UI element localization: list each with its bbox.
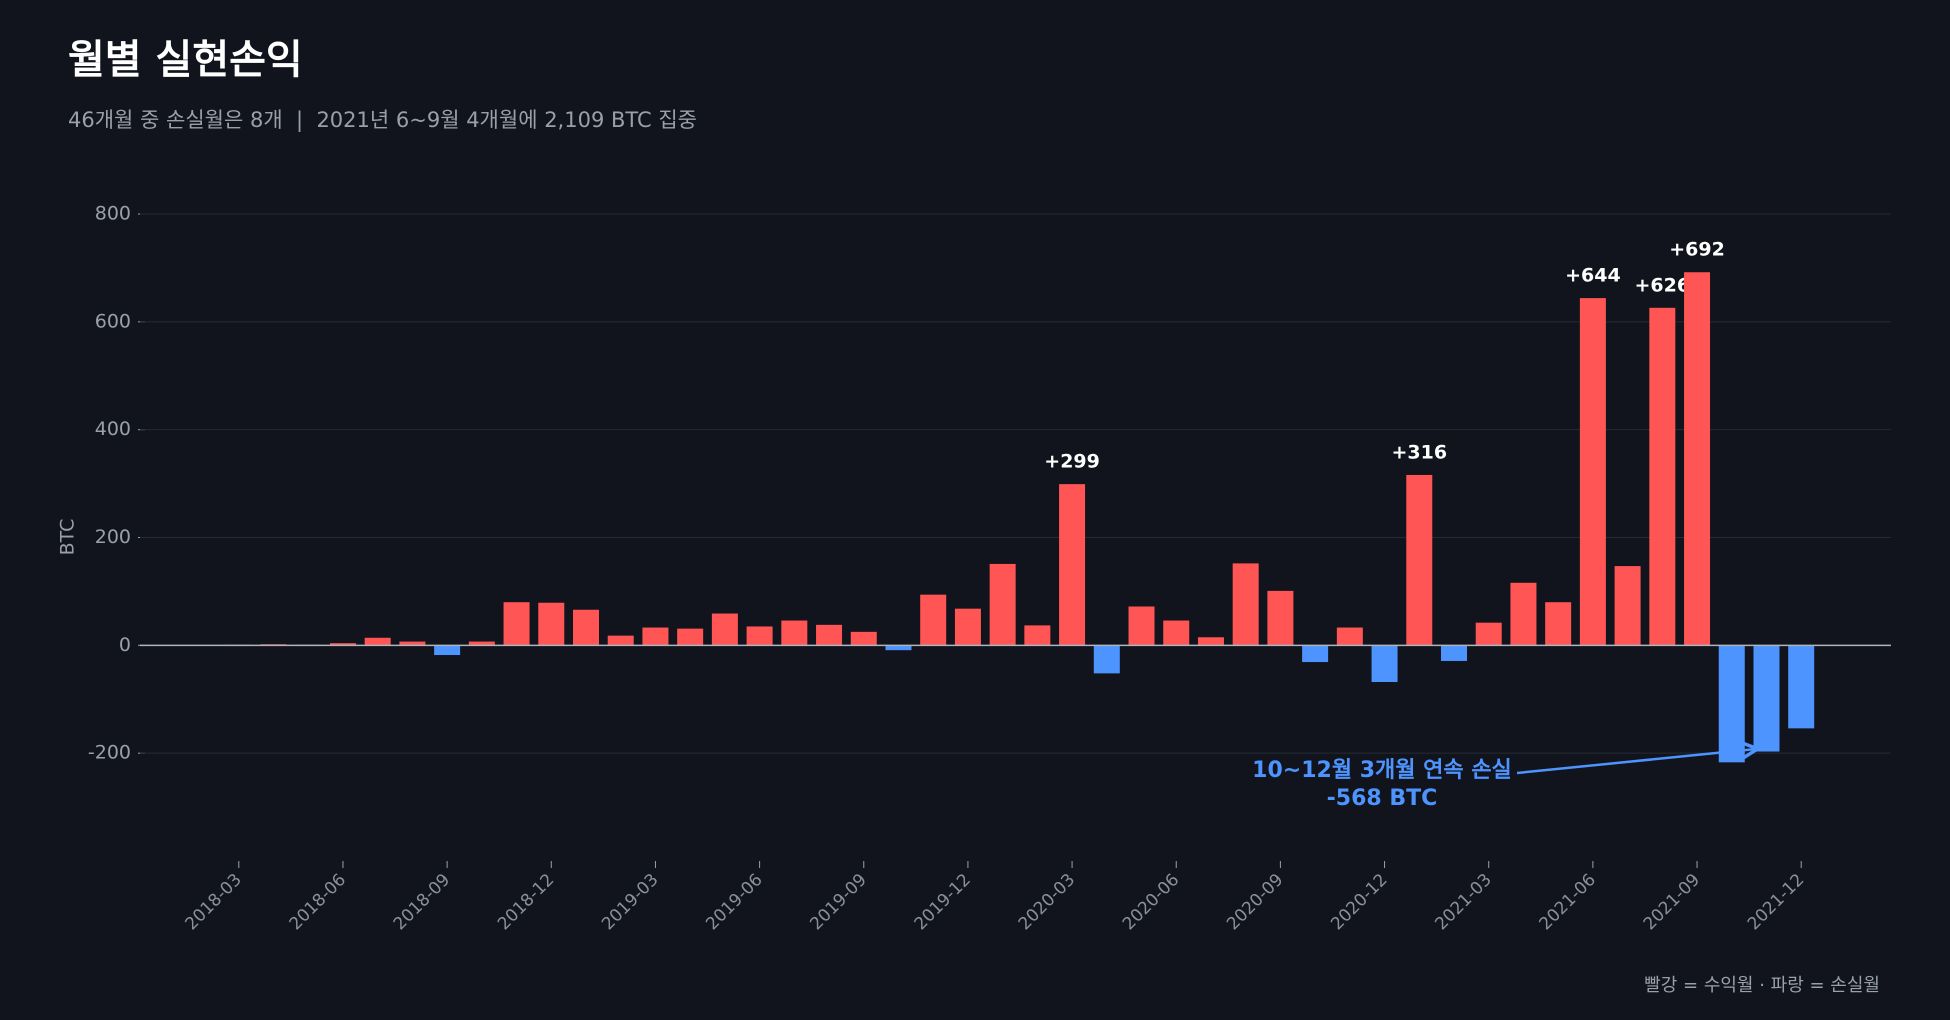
bar <box>885 645 912 651</box>
data-label: +299 <box>1044 451 1100 473</box>
bar <box>1406 474 1433 646</box>
data-label: +626 <box>1635 274 1691 296</box>
bar <box>1684 272 1711 646</box>
bar <box>1753 645 1780 752</box>
bar <box>711 613 738 646</box>
bar <box>1336 627 1363 646</box>
bar <box>1059 484 1086 646</box>
bar <box>677 628 704 646</box>
bar <box>1718 645 1745 763</box>
bar <box>1267 590 1294 646</box>
data-label: +692 <box>1669 239 1725 261</box>
y-tick-label: 400 <box>95 418 131 440</box>
bar <box>1024 625 1051 646</box>
bar <box>920 594 947 646</box>
bar <box>468 641 495 646</box>
bar <box>1128 606 1155 646</box>
bar <box>1232 563 1259 646</box>
bar <box>1579 298 1606 646</box>
bar <box>1788 645 1815 729</box>
bar <box>850 631 877 646</box>
bar <box>1197 637 1224 646</box>
bar <box>1441 645 1467 661</box>
bar <box>1545 602 1572 646</box>
bar <box>364 637 391 646</box>
annotation-arrow <box>1516 749 1756 775</box>
data-label: +316 <box>1391 441 1447 463</box>
bar <box>1475 622 1502 646</box>
data-label: +644 <box>1565 265 1621 287</box>
y-tick-label: 800 <box>95 203 131 225</box>
footnote: 빨강 = 수익월 · 파랑 = 손실월 <box>1644 975 1880 996</box>
annotation-text: -568 BTC <box>1327 786 1438 811</box>
bar <box>989 563 1016 646</box>
bar <box>781 620 808 646</box>
bar <box>1302 645 1329 663</box>
chart-subtitle: 46개월 중 손실월은 8개 | 2021년 6~9월 4개월에 2,109 B… <box>68 108 697 133</box>
bar <box>538 602 565 646</box>
bar <box>954 608 981 646</box>
y-tick-label: 600 <box>95 310 131 332</box>
y-tick-label: -200 <box>88 742 131 764</box>
bar <box>1163 620 1190 646</box>
bar <box>1093 645 1120 674</box>
bar <box>1510 582 1537 646</box>
bar <box>329 643 356 646</box>
y-axis-label: BTC <box>57 519 79 556</box>
bar <box>503 602 530 646</box>
bar <box>746 626 773 646</box>
bar <box>399 641 426 646</box>
y-tick-label: 0 <box>119 634 131 656</box>
annotation-text: 10~12월 3개월 연속 손실 <box>1252 758 1512 783</box>
bar <box>607 635 634 646</box>
bar <box>816 624 843 646</box>
bar <box>573 609 599 646</box>
y-tick-label: 200 <box>95 526 131 548</box>
bar <box>1614 566 1641 646</box>
bar <box>642 627 669 646</box>
bar <box>1371 645 1398 682</box>
chart-title: 월별 실현손익 <box>68 37 303 83</box>
bar <box>1649 307 1676 646</box>
bar <box>434 645 461 656</box>
